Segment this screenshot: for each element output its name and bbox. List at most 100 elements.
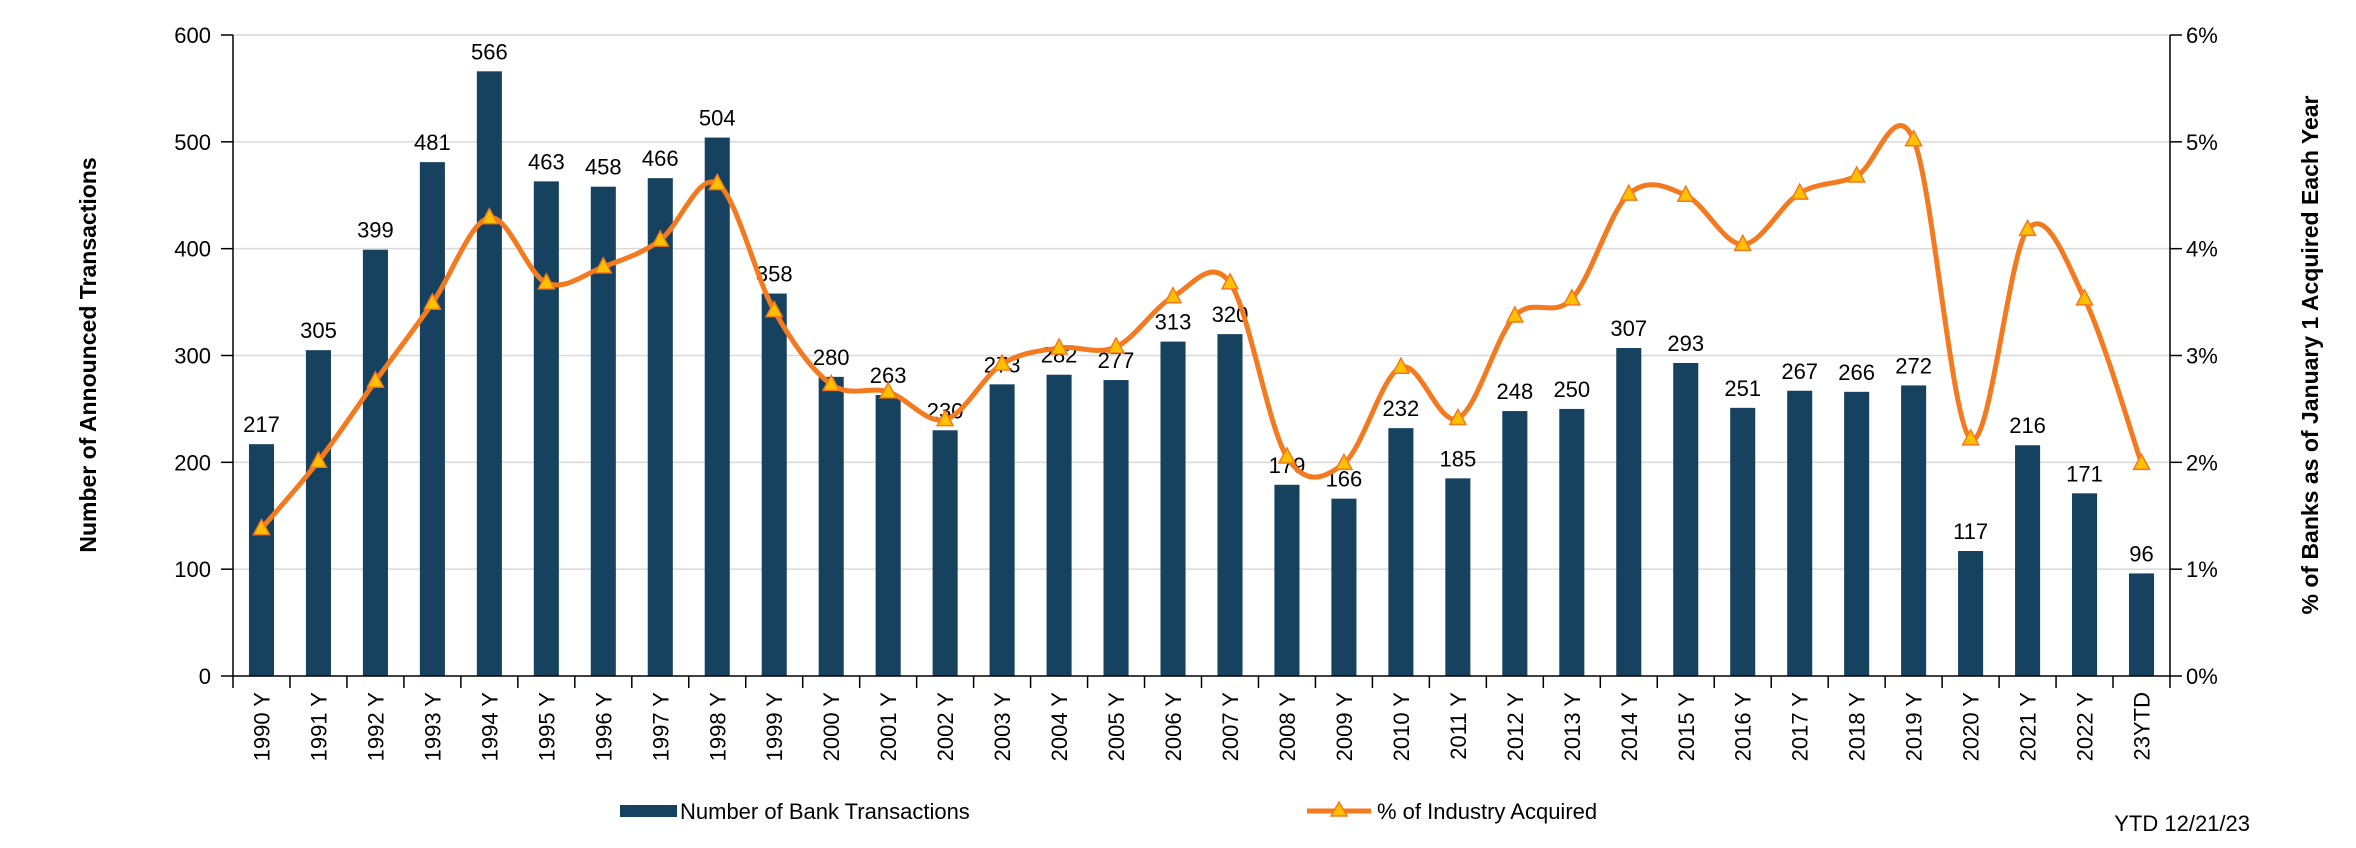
bar <box>1331 498 1357 676</box>
x-tick-label: 2017 Y <box>1788 692 1813 762</box>
line-marker <box>1961 428 1980 446</box>
legend-bar-swatch <box>620 805 677 817</box>
x-tick-label: 2003 Y <box>990 692 1015 762</box>
line-marker <box>1049 337 1069 355</box>
left-tick-label: 200 <box>174 450 211 475</box>
bar <box>818 376 844 676</box>
left-tick-label: 0 <box>199 664 211 689</box>
line-marker <box>1448 407 1468 426</box>
bar-value-label: 171 <box>2066 461 2103 486</box>
line-marker <box>2075 288 2094 306</box>
bar-series <box>248 71 2155 677</box>
bar <box>1958 551 1984 676</box>
line-marker <box>764 300 784 318</box>
bar-value-label: 232 <box>1383 396 1420 421</box>
bar-value-label: 251 <box>1724 376 1761 401</box>
x-tick-label: 2010 Y <box>1389 692 1414 762</box>
bar <box>476 71 502 676</box>
x-tick-label: 2020 Y <box>1959 692 1984 762</box>
x-tick-label: 2011 Y <box>1446 692 1471 760</box>
x-tick-label: 2018 Y <box>1845 692 1870 762</box>
bar <box>362 249 388 677</box>
bar <box>1160 341 1186 676</box>
bar <box>704 137 730 676</box>
x-tick-label: 2007 Y <box>1218 692 1243 762</box>
bar-value-label: 272 <box>1895 353 1932 378</box>
line-marker <box>2018 218 2037 237</box>
right-tick-label: 6% <box>2186 23 2218 48</box>
bar <box>1445 478 1471 676</box>
left-tick-label: 400 <box>174 237 211 262</box>
bar-value-label: 280 <box>813 345 850 370</box>
x-tick-label: 1993 Y <box>420 692 445 762</box>
bar-value-label: 217 <box>243 412 280 437</box>
line-marker <box>537 272 556 290</box>
line-marker <box>1847 165 1866 183</box>
line-marker <box>651 229 670 247</box>
x-tick-label: 2002 Y <box>933 692 958 762</box>
x-tick-label: 2012 Y <box>1503 692 1528 762</box>
bar-value-label: 463 <box>528 149 565 174</box>
bar-value-label: 96 <box>2129 541 2153 566</box>
line-marker <box>878 381 898 399</box>
bar-value-label: 248 <box>1496 379 1533 404</box>
x-tick-label: 2005 Y <box>1104 692 1129 762</box>
bar-value-label: 466 <box>642 146 679 171</box>
bar <box>1673 362 1699 676</box>
line-marker <box>1220 272 1240 290</box>
left-tick-label: 600 <box>174 23 211 48</box>
ytd-note: YTD 12/21/23 <box>2114 811 2250 836</box>
line-marker <box>1277 446 1297 464</box>
bar-value-label: 293 <box>1667 331 1704 356</box>
bar <box>1844 391 1870 676</box>
x-tick-label: 2009 Y <box>1332 692 1357 762</box>
line-marker <box>1391 356 1411 375</box>
bar <box>2128 573 2155 676</box>
bar-value-label: 250 <box>1553 377 1590 402</box>
bar-value-label: 307 <box>1610 316 1647 341</box>
right-tick-label: 0% <box>2186 664 2218 689</box>
x-tick-label: 1990 Y <box>249 692 274 762</box>
line-marker <box>423 292 442 310</box>
bar <box>875 395 901 676</box>
bar <box>2072 493 2098 676</box>
x-tick-label: 1999 Y <box>762 692 787 762</box>
bar-value-label: 481 <box>414 130 451 155</box>
bar <box>1046 374 1072 676</box>
right-axis-title: % of Banks as of January 1 Acquired Each… <box>2297 95 2323 614</box>
x-tick-label: 2021 Y <box>2016 692 2041 762</box>
bar <box>1616 348 1642 676</box>
bar-value-label: 504 <box>699 106 736 131</box>
bar <box>2015 445 2041 676</box>
axes <box>221 34 2182 688</box>
line-marker <box>1562 288 1582 306</box>
right-tick-label: 5% <box>2186 130 2218 155</box>
legend-line-label: % of Industry Acquired <box>1377 799 1597 824</box>
bar <box>1502 411 1528 676</box>
line-marker <box>1790 182 1809 200</box>
bar <box>1787 390 1813 676</box>
bar-value-label: 267 <box>1781 359 1818 384</box>
x-tick-label: 2015 Y <box>1674 692 1699 762</box>
line-marker <box>1163 286 1183 304</box>
line-marker <box>935 409 955 427</box>
x-tick-label: 1997 Y <box>648 692 673 762</box>
x-tick-label: 2013 Y <box>1560 692 1585 762</box>
right-tick-label: 1% <box>2186 557 2218 582</box>
bar <box>932 430 958 676</box>
line-marker <box>821 373 841 392</box>
line-marker <box>366 370 385 388</box>
right-tick-label: 2% <box>2186 450 2218 475</box>
bar-value-label: 313 <box>1155 310 1192 335</box>
bar-value-label: 117 <box>1953 519 1988 544</box>
bar <box>305 350 331 676</box>
right-tick-label: 3% <box>2186 344 2218 369</box>
gridlines <box>233 34 2170 570</box>
bar-value-label: 566 <box>471 39 508 64</box>
x-tick-label: 2006 Y <box>1161 692 1186 762</box>
line-marker <box>252 517 271 536</box>
left-axis-title: Number of Announced Transactions <box>75 157 101 552</box>
line-marker <box>1505 305 1525 323</box>
